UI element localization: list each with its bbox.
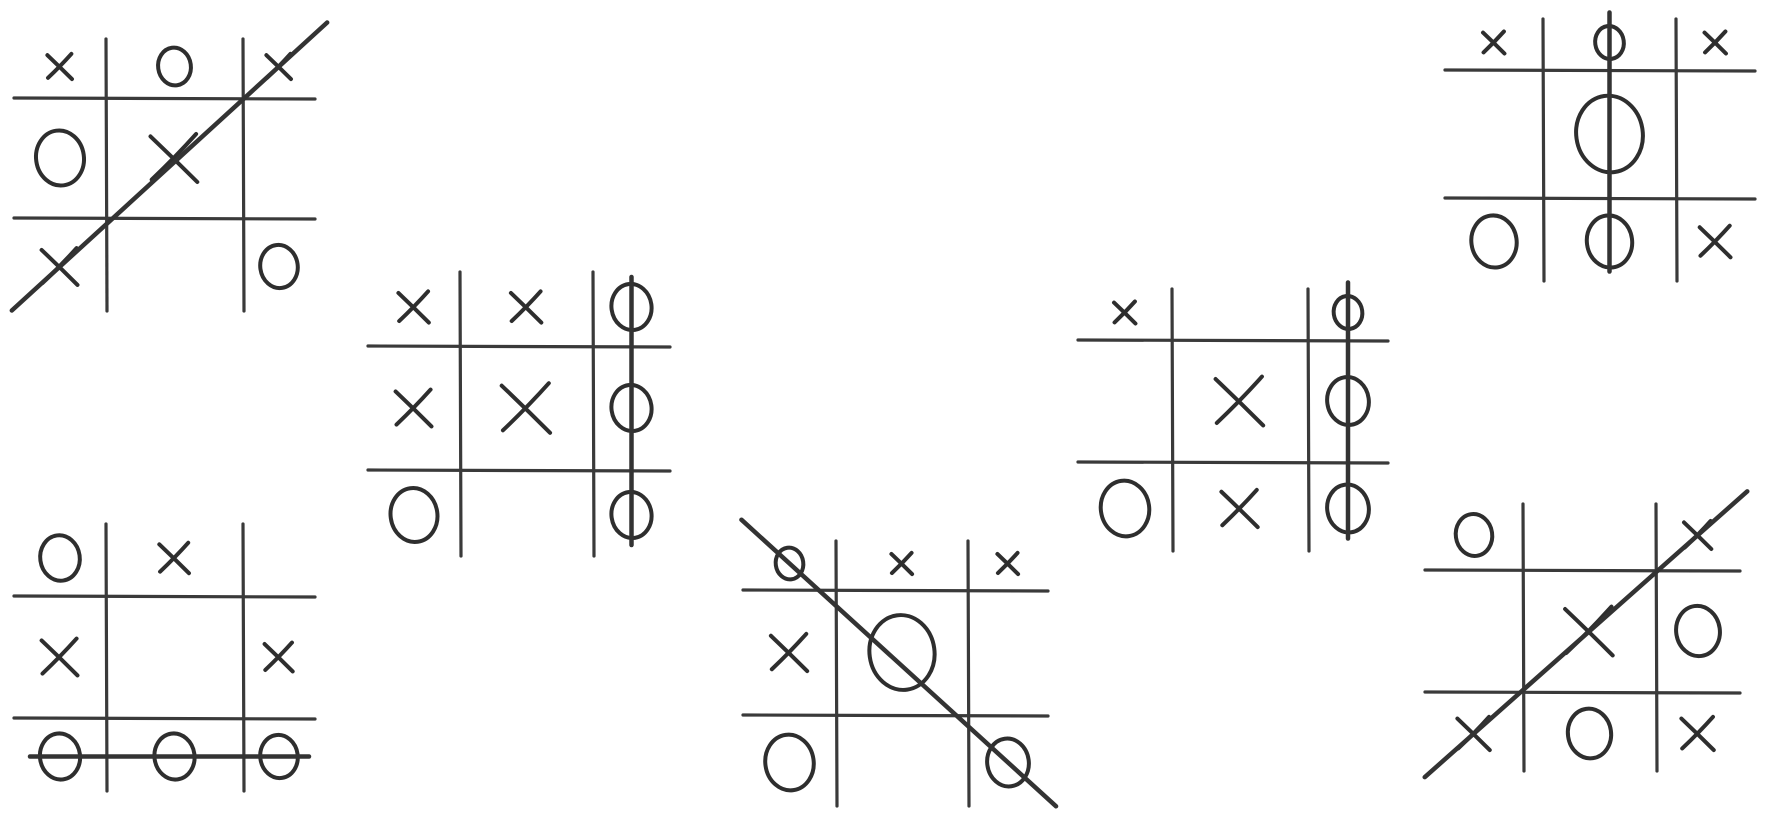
o-mark [38,533,82,583]
x-mark [995,550,1021,577]
grid-line-vertical [1654,502,1659,773]
win-strike-line [9,20,330,313]
grid-line-vertical [104,522,109,793]
grid-line-vertical [1521,502,1526,773]
grid-line-horizontal [12,96,317,101]
o-mark [1469,213,1519,270]
o-mark [1674,603,1722,659]
o-mark [609,489,654,541]
grid-line-horizontal [12,716,317,721]
board-6 [1443,10,1757,283]
x-mark [889,550,915,577]
grid-line-horizontal [741,713,1050,718]
grid-line-horizontal [366,344,672,349]
o-mark [985,736,1031,789]
x-mark [393,387,434,429]
x-mark [1481,29,1507,56]
board-4 [739,517,1059,809]
grid-line-horizontal [741,588,1050,593]
x-mark [1112,299,1138,326]
o-mark [152,731,197,782]
board-5 [1076,280,1390,553]
x-mark [768,631,810,674]
grid-line-vertical [104,37,109,313]
board-1 [9,20,330,313]
board-7 [1422,489,1750,780]
o-mark [34,128,86,188]
o-mark [1453,512,1495,558]
boards-layer [9,10,1757,809]
x-mark [39,636,80,678]
grid-line-horizontal [1443,68,1757,73]
o-mark [156,45,193,88]
x-mark [1702,29,1728,56]
o-mark [1331,294,1365,331]
grid-line-vertical [458,270,463,558]
grid-line-vertical [241,522,246,793]
o-mark [1565,706,1614,761]
o-mark [1574,93,1645,175]
o-mark [773,545,806,582]
x-mark [1219,487,1260,530]
o-mark [609,382,654,434]
win-strike-line [739,517,1059,809]
o-mark [388,486,440,544]
x-mark [499,381,553,435]
grid-line-vertical [1674,17,1679,283]
o-mark [1325,482,1371,535]
o-mark [1584,213,1635,270]
x-mark [508,289,544,325]
grid-line-horizontal [1076,338,1390,343]
o-mark [763,732,816,793]
grid-line-vertical [1541,17,1546,283]
grid-line-horizontal [12,216,317,221]
x-mark [262,640,295,674]
grid-line-horizontal [1423,690,1742,695]
o-mark [609,281,654,333]
grid-line-vertical [1170,287,1175,553]
o-mark [1325,375,1371,427]
grid-line-horizontal [1423,568,1742,573]
x-mark [396,289,431,325]
o-mark [258,732,300,781]
grid-line-horizontal [12,594,317,599]
x-mark [45,51,74,82]
o-mark [258,242,300,291]
x-mark [1679,714,1716,753]
grid-line-vertical [241,37,246,313]
x-mark [157,540,191,576]
grid-line-horizontal [1076,460,1390,465]
board-2 [366,270,672,558]
grid-line-vertical [1306,287,1311,553]
win-strike-line [1422,489,1750,780]
grid-line-horizontal [366,468,672,473]
x-mark [1697,223,1733,260]
o-mark [37,731,83,782]
grid-line-vertical [966,539,971,808]
grid-line-horizontal [1443,196,1757,201]
o-mark [1098,478,1152,539]
o-mark [1593,24,1626,61]
x-mark [1213,374,1266,428]
grid-line-vertical [591,270,596,558]
o-mark [867,613,937,692]
grid-line-vertical [834,539,839,808]
board-3 [12,522,317,793]
